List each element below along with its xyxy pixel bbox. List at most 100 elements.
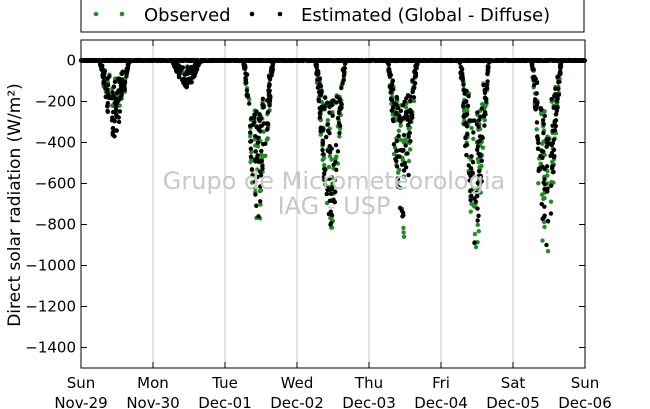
estimated-point <box>241 62 247 67</box>
estimated-point <box>385 60 390 65</box>
estimated-point <box>105 87 110 92</box>
observed-point <box>323 182 328 187</box>
observed-point <box>475 186 480 191</box>
legend-observed-marker-2 <box>119 11 125 17</box>
estimated-point <box>248 146 254 151</box>
estimated-point <box>553 86 558 92</box>
y-tick-label: −1200 <box>25 298 76 316</box>
estimated-point <box>317 111 323 116</box>
estimated-point <box>475 110 480 115</box>
estimated-point <box>312 58 318 63</box>
estimated-point <box>186 79 192 85</box>
estimated-point <box>542 204 547 209</box>
estimated-point <box>554 98 560 104</box>
estimated-point <box>394 148 399 153</box>
estimated-point <box>111 93 116 99</box>
observed-point <box>398 137 403 142</box>
observed-point <box>332 177 338 183</box>
estimated-point <box>555 105 560 110</box>
estimated-point <box>256 214 261 219</box>
estimated-point <box>469 154 474 159</box>
estimated-point <box>267 95 272 100</box>
estimated-point <box>541 121 546 127</box>
estimated-point <box>468 188 473 193</box>
observed-point <box>542 109 547 114</box>
estimated-point <box>391 87 396 92</box>
observed-point <box>257 188 263 194</box>
estimated-point <box>479 134 485 139</box>
estimated-point <box>335 115 341 121</box>
estimated-point <box>248 139 253 144</box>
estimated-point <box>391 118 396 124</box>
estimated-point <box>534 120 540 125</box>
estimated-point <box>336 121 342 126</box>
observed-point <box>545 248 551 254</box>
estimated-point <box>485 64 491 69</box>
estimated-point <box>395 105 401 111</box>
legend-estimated-label: Estimated (Global - Diffuse) <box>301 5 550 26</box>
estimated-point <box>116 96 122 101</box>
estimated-point <box>243 71 248 76</box>
estimated-point <box>319 104 324 109</box>
estimated-point <box>461 104 466 109</box>
estimated-point <box>327 198 333 204</box>
estimated-point <box>176 72 182 78</box>
estimated-point <box>170 60 176 66</box>
estimated-point <box>254 124 259 130</box>
x-tick-day: Thu <box>354 374 383 392</box>
x-tick-date: Dec-02 <box>270 394 324 409</box>
estimated-point <box>320 147 325 153</box>
estimated-point <box>194 64 199 70</box>
estimated-point <box>559 58 565 63</box>
observed-point <box>401 225 406 231</box>
estimated-point <box>105 76 110 81</box>
estimated-point <box>394 158 399 164</box>
estimated-point <box>400 210 406 215</box>
estimated-point <box>335 149 341 154</box>
estimated-point <box>246 101 252 106</box>
estimated-point <box>530 75 536 81</box>
estimated-point <box>551 169 556 175</box>
estimated-point <box>531 82 537 88</box>
y-tick-label: −600 <box>35 175 76 193</box>
observed-point <box>337 134 342 139</box>
estimated-point <box>388 90 393 95</box>
estimated-point <box>253 179 258 184</box>
estimated-point <box>458 69 464 75</box>
estimated-point <box>124 70 129 76</box>
estimated-point <box>550 163 555 169</box>
observed-point <box>545 173 550 178</box>
estimated-point <box>266 84 272 89</box>
estimated-point <box>263 141 268 146</box>
legend: Observed Estimated (Global - Diffuse) <box>80 0 585 33</box>
estimated-point <box>98 63 104 68</box>
estimated-point <box>397 117 402 123</box>
estimated-point <box>540 117 546 123</box>
estimated-point <box>111 84 117 90</box>
estimated-point <box>337 98 343 104</box>
legend-observed-label: Observed <box>144 5 231 26</box>
estimated-point <box>319 89 324 95</box>
estimated-point <box>388 72 393 78</box>
estimated-point <box>260 96 266 102</box>
estimated-point <box>329 187 334 192</box>
estimated-point <box>487 58 493 63</box>
estimated-point <box>113 104 118 109</box>
estimated-point <box>252 112 257 118</box>
estimated-point <box>534 80 540 86</box>
x-tick-labels: Sun Nov-29 Mon Nov-30 Tue Dec-01 Wed Dec-02 Thu D… <box>54 374 611 409</box>
observed-point <box>478 190 483 195</box>
estimated-point <box>337 110 342 115</box>
estimated-point <box>466 163 471 168</box>
estimated-point <box>553 123 559 129</box>
estimated-point <box>112 100 118 106</box>
x-tick-date: Dec-01 <box>198 394 252 409</box>
y-tick-label: −1400 <box>25 339 76 357</box>
estimated-point <box>468 197 473 203</box>
estimated-point <box>469 118 475 123</box>
estimated-point <box>403 143 408 148</box>
estimated-point <box>330 113 335 118</box>
estimated-point <box>341 77 346 82</box>
estimated-point <box>475 193 480 199</box>
